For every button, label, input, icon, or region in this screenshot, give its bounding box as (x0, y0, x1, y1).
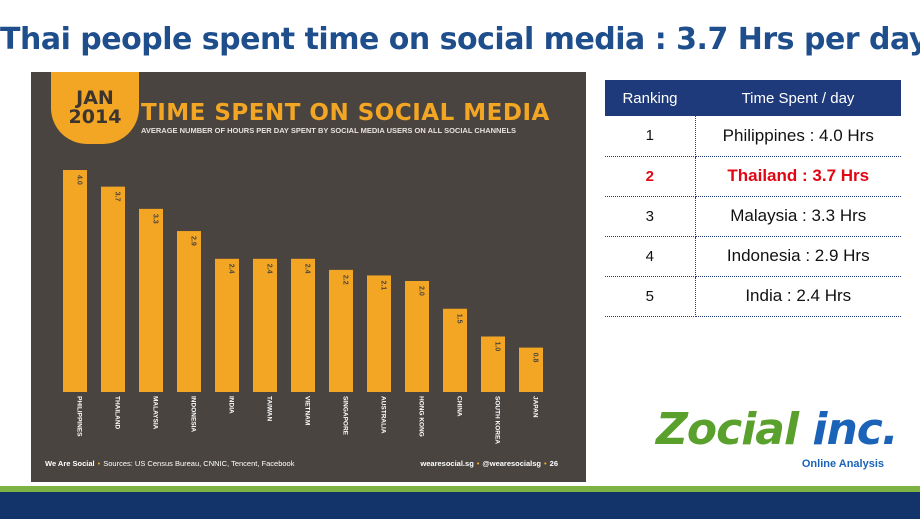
bar-value-label: 4.0 (76, 175, 83, 185)
logo-wordmark: Zocial inc. (656, 404, 899, 455)
bar-singapore (329, 269, 353, 392)
bar-hong-kong (405, 281, 429, 392)
value-cell: Indonesia : 2.9 Hrs (695, 236, 901, 277)
chart-subtitle: AVERAGE NUMBER OF HOURS PER DAY SPENT BY… (141, 126, 517, 135)
bar-value-label: 1.0 (494, 342, 501, 352)
bar-value-label: 2.4 (304, 264, 311, 274)
category-label: SOUTH KOREA (494, 396, 501, 444)
date-badge-year: 2014 (68, 106, 122, 128)
logo-tagline: Online Analysis (801, 458, 884, 470)
date-badge: JAN 2014 (51, 72, 139, 144)
table-header-row: Ranking Time Spent / day (605, 80, 901, 116)
bar-india (215, 258, 239, 392)
rank-cell: 1 (605, 116, 696, 157)
value-cell: Philippines : 4.0 Hrs (695, 116, 901, 157)
bar-value-label: 2.1 (380, 280, 387, 290)
bar-japan (519, 347, 543, 392)
page-title: Thai people spent time on social media :… (0, 22, 920, 57)
zocial-logo: Zocial inc. Online Analysis (656, 404, 906, 476)
table-row: 1 Philippines : 4.0 Hrs (605, 116, 901, 157)
category-label: INDIA (228, 396, 235, 414)
bar-value-label: 3.3 (152, 214, 159, 224)
rank-cell: 5 (605, 276, 696, 317)
footer-handle: @wearesocialsg (482, 459, 542, 468)
footer-separator-dot: • (97, 459, 101, 468)
table-row-highlighted: 2 Thailand : 3.7 Hrs (605, 156, 901, 197)
footer-band-green (0, 486, 920, 492)
bar-value-label: 1.5 (456, 314, 463, 324)
category-label: AUSTRALIA (380, 396, 387, 434)
footer-separator-dot: • (476, 459, 480, 468)
category-label: JAPAN (532, 396, 539, 418)
category-label: PHILIPPINES (76, 396, 83, 437)
footer-band-navy (0, 492, 920, 519)
bar-value-label: 3.7 (114, 192, 121, 202)
bar-malaysia (139, 208, 163, 392)
footer-brand: We Are Social (45, 459, 95, 468)
footer-sources: Sources: US Census Bureau, CNNIC, Tencen… (103, 459, 295, 468)
bar-value-label: 2.4 (228, 264, 235, 274)
category-label: SINGAPORE (342, 396, 349, 436)
bar-value-label: 0.8 (532, 353, 539, 363)
footer-page-number: 26 (549, 459, 558, 468)
value-cell: India : 2.4 Hrs (695, 276, 901, 317)
logo-part-zocial: Zocial (656, 404, 799, 455)
bar-chart-panel: 4.0 PHILIPPINES 3.7 THAILAND 3.3 MALAYSIA 2.9 I… (31, 72, 586, 482)
category-label: VIETNAM (304, 396, 311, 425)
value-cell: Thailand : 3.7 Hrs (695, 156, 901, 197)
rank-cell: 4 (605, 236, 696, 277)
date-badge-month: JAN (76, 87, 114, 109)
header-ranking: Ranking (605, 80, 695, 116)
bar-value-label: 2.0 (418, 286, 425, 296)
chart-footer-left: We Are Social • Sources: US Census Bureau,… (45, 459, 294, 468)
bar-indonesia (177, 231, 201, 392)
rank-cell: 2 (605, 156, 696, 197)
bar-china (443, 308, 467, 392)
bar-value-label: 2.4 (266, 264, 273, 274)
bar-taiwan (253, 258, 277, 392)
category-label: INDONESIA (190, 396, 197, 432)
category-label: CHINA (456, 396, 463, 417)
footer-site: wearesocial.sg (420, 459, 474, 468)
category-label: HONG KONG (418, 396, 425, 437)
table-row: 4 Indonesia : 2.9 Hrs (605, 236, 901, 277)
bar-australia (367, 275, 391, 392)
bar-thailand (101, 186, 125, 392)
chart-footer-right: wearesocial.sg • @wearesocialsg • 26 (420, 459, 558, 468)
rank-cell: 3 (605, 196, 696, 237)
category-label: MALAYSIA (152, 396, 159, 430)
bar-south-korea (481, 336, 505, 392)
bar-philippines (63, 170, 87, 392)
category-label: THAILAND (114, 396, 121, 430)
value-cell: Malaysia : 3.3 Hrs (695, 196, 901, 237)
bar-value-label: 2.2 (342, 275, 349, 285)
bar-vietnam (291, 258, 315, 392)
category-label: TAIWAN (266, 396, 273, 421)
ranking-table: Ranking Time Spent / day 1 Philippines :… (605, 80, 901, 317)
header-time-spent: Time Spent / day (695, 80, 901, 116)
table-row: 3 Malaysia : 3.3 Hrs (605, 196, 901, 237)
footer-separator-dot: • (544, 459, 547, 468)
bar-chart: 4.0 PHILIPPINES 3.7 THAILAND 3.3 MALAYSIA 2.9 I… (63, 170, 543, 444)
bar-value-label: 2.9 (190, 236, 197, 246)
table-row: 5 India : 2.4 Hrs (605, 276, 901, 317)
logo-part-inc: inc. (798, 404, 898, 455)
chart-title: TIME SPENT ON SOCIAL MEDIA (141, 100, 550, 126)
